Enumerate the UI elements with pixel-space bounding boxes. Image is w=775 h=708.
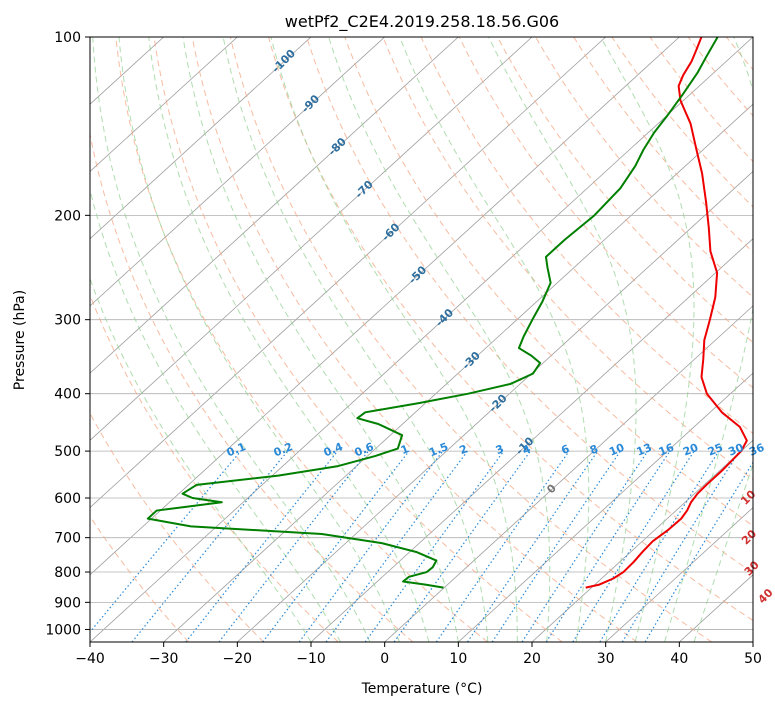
mixing-ratio-line (298, 450, 444, 642)
moist-adiabat-line (664, 37, 753, 642)
x-tick-label: −10 (296, 651, 326, 667)
mixing-ratio-label: 36 (747, 441, 766, 459)
dry-adiabat-line (90, 515, 190, 642)
mixing-ratio-line (262, 450, 410, 642)
plot-frame (89, 36, 754, 643)
x-tick-label: −20 (223, 651, 253, 667)
x-axis-label: Temperature (°C) (361, 681, 483, 697)
x-tick-label: −30 (149, 651, 179, 667)
y-tick-label: 200 (54, 208, 81, 224)
y-tick-label: 300 (54, 313, 81, 329)
isotherm-line (90, 37, 606, 509)
dry-adiabat-line (115, 37, 488, 642)
dewpoint-profile-line (146, 37, 719, 589)
dry-adiabat-line (344, 37, 753, 527)
isotherm-line (90, 37, 385, 307)
moist-adiabat-line (148, 37, 430, 642)
mixing-ratio-label: 20 (681, 441, 700, 459)
mixing-ratio-line (491, 450, 621, 642)
mixing-ratio-line (185, 450, 339, 642)
mixing-ratio-label: 8 (588, 442, 600, 457)
dry-adiabat-line (268, 37, 753, 622)
moist-adiabat-line (488, 37, 637, 642)
mixing-ratio-line (393, 450, 531, 642)
mixing-ratio-line (621, 450, 740, 642)
mixing-ratio-label: 1 (399, 442, 411, 457)
dry-adiabat-line (496, 37, 753, 344)
x-tick-label: 40 (670, 651, 688, 667)
isotherm-line (90, 37, 753, 642)
y-tick-label: 1000 (45, 622, 81, 638)
isotherm-line (384, 305, 753, 642)
y-tick-label: 100 (54, 30, 81, 46)
moist-adiabat-line (600, 37, 695, 642)
x-tick-label: 10 (449, 651, 467, 667)
y-tick-label: 500 (54, 444, 81, 460)
dry-adiabat-line (765, 37, 775, 642)
moist-adiabat-line (90, 277, 312, 642)
moist-adiabat-label: 40 (756, 586, 775, 606)
isotherm-line (605, 507, 753, 642)
x-tick-label: 0 (380, 651, 389, 667)
y-tick-label: 400 (54, 387, 81, 403)
dry-adiabat-line (153, 37, 563, 642)
mixing-ratio-label: 16 (657, 441, 676, 459)
moist-adiabat-line (222, 37, 489, 642)
dry-adiabat-line (90, 412, 264, 642)
y-tick-label: 600 (54, 491, 81, 507)
isotherm-line (310, 238, 753, 642)
mixing-ratio-line (325, 450, 469, 642)
moist-adiabat-line (693, 462, 753, 642)
x-tick-label: 50 (744, 651, 762, 667)
mixing-ratio-label: 13 (635, 441, 654, 459)
isotherm-line (458, 372, 753, 642)
background-lines (90, 37, 775, 642)
dry-adiabat-line (306, 37, 753, 574)
isotherm-line (531, 439, 753, 642)
moist-adiabat-line (270, 37, 518, 642)
moist-adiabat-line (92, 37, 371, 642)
moist-adiabat-line (90, 188, 341, 642)
isotherm-line (752, 641, 753, 642)
isotherm-line (163, 103, 753, 642)
chart-title: wetPf2_C2E4.2019.258.18.56.G06 (285, 12, 559, 32)
x-tick-label: 30 (597, 651, 615, 667)
x-ticks: −40 −30 −20 −10 0 10 20 30 40 50 (75, 642, 762, 667)
isotherm-line (90, 37, 312, 240)
mixing-ratio-line (435, 450, 570, 642)
y-tick-label: 900 (54, 595, 81, 611)
profile-lines (146, 37, 748, 589)
moist-adiabat-line (182, 37, 459, 642)
isotherm-line (237, 170, 753, 642)
mixing-ratio-line (131, 450, 289, 642)
y-axis-label: Pressure (hPa) (12, 290, 28, 390)
mixing-ratio-label: 30 (726, 441, 745, 459)
mixing-ratio-label: 2 (458, 442, 470, 457)
dry-adiabat-line (90, 131, 414, 642)
x-tick-label: −40 (75, 651, 105, 667)
mixing-ratio-label: 25 (706, 441, 725, 459)
temperature-profile-line (585, 37, 748, 589)
dry-adiabat-line (229, 37, 712, 642)
mixing-ratio-line (521, 450, 649, 642)
y-ticks: 100 200 300 400 500 600 700 800 900 1000 (45, 30, 90, 638)
isotherm-line (90, 37, 459, 374)
moist-adiabat-line (118, 37, 400, 642)
mixing-ratio-line (364, 450, 505, 642)
mixing-ratio-line (545, 450, 671, 642)
mixing-ratio-label: 10 (607, 441, 626, 459)
mixing-ratio-line (572, 450, 695, 642)
isotherm-line (90, 37, 533, 441)
y-tick-label: 800 (54, 565, 81, 581)
dry-adiabat-line (535, 37, 753, 298)
mixing-ratio-label: 3 (494, 442, 506, 457)
y-tick-label: 700 (54, 531, 81, 547)
moist-adiabat-line (399, 37, 590, 642)
isotherm-line (90, 37, 680, 576)
x-tick-label: 20 (523, 651, 541, 667)
mixing-ratio-line (90, 450, 242, 634)
isotherm-line (90, 37, 238, 172)
mixing-ratio-line (467, 450, 599, 642)
